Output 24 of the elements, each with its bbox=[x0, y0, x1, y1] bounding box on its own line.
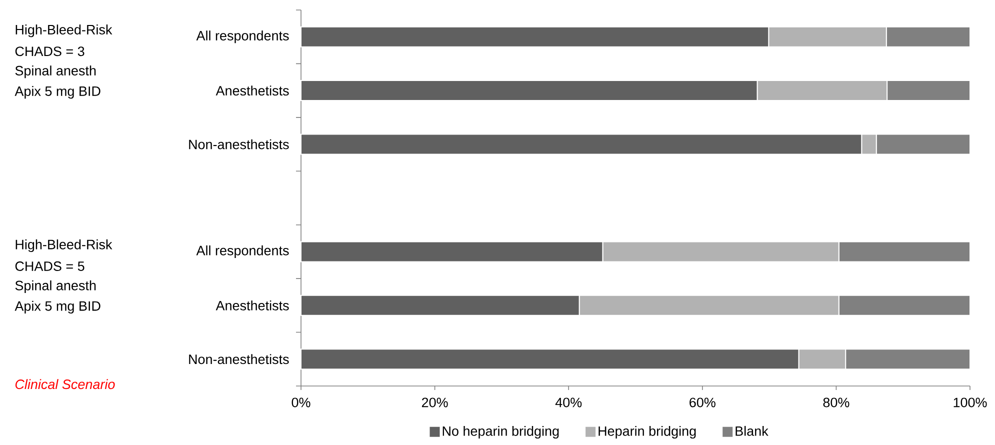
x-tick-label: 100% bbox=[954, 398, 987, 408]
legend-label: Blank bbox=[736, 426, 768, 436]
y-tick-label: Anesthetists bbox=[216, 86, 289, 96]
x-tick-label: 80% bbox=[823, 398, 850, 408]
legend-label: No heparin bridging bbox=[442, 426, 559, 439]
text: CHADS = 3 bbox=[15, 46, 84, 56]
y-tick-label: All respondents bbox=[196, 30, 289, 44]
text: Spinal anesth bbox=[15, 280, 96, 293]
y-tick-label: All respondents bbox=[196, 245, 289, 258]
x-tick-label: 20% bbox=[422, 398, 448, 408]
text: High-Bleed-Risk bbox=[16, 239, 112, 252]
x-tick-label: 60% bbox=[690, 398, 716, 408]
y-tick-label: Non-anesthetists bbox=[189, 354, 289, 364]
text: Clinical Scenario bbox=[15, 379, 115, 390]
legend-label: Heparin bridging bbox=[598, 426, 696, 439]
text: Spinal anesth bbox=[15, 66, 96, 78]
y-tick-label: Anesthetists bbox=[216, 300, 289, 310]
y-tick-label: Non-anesthetists bbox=[189, 139, 289, 150]
text: CHADS = 5 bbox=[15, 261, 84, 271]
x-tick-label: 0% bbox=[292, 398, 310, 408]
text: Apix 5 mg BID bbox=[14, 86, 100, 99]
x-tick-label: 40% bbox=[555, 398, 582, 408]
text: High-Bleed-Risk bbox=[16, 24, 112, 38]
text: Apix 5 mg BID bbox=[14, 300, 100, 314]
